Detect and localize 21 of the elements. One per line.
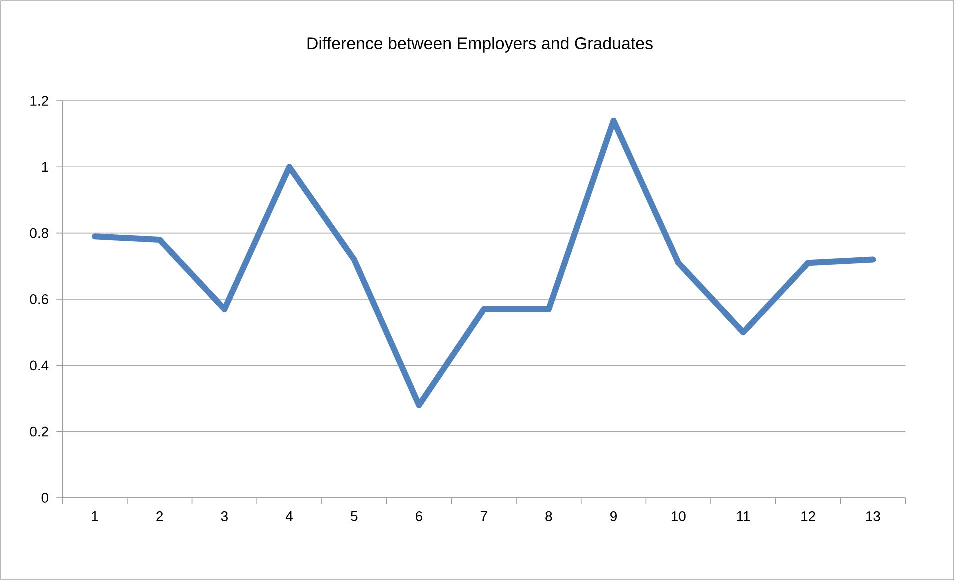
chart-title: Difference between Employers and Graduates [308,37,653,53]
x-tick-label: 2 [156,512,164,522]
x-tick-label: 9 [610,512,617,522]
x-tick-label: 6 [416,512,422,522]
x-tick-label: 7 [480,512,488,522]
y-tick-label: 0.6 [30,294,48,304]
y-tick-label: 0.8 [30,228,48,238]
y-tick-label: 0 [42,493,49,503]
x-tick-label: 10 [672,512,686,522]
y-tick-label: 1 [42,162,48,172]
x-tick-label: 13 [866,512,880,522]
x-tick-label: 1 [92,512,98,522]
y-tick-label: 1.2 [30,96,48,106]
y-tick-label: 0.2 [30,426,48,437]
y-tick-label: 0.4 [30,360,49,371]
x-tick-label: 12 [802,512,816,522]
x-tick-label: 3 [221,512,228,522]
x-tick-label: 8 [546,512,552,522]
x-tick-label: 5 [351,512,358,522]
x-tick-label: 11 [737,512,750,522]
x-tick-label: 4 [286,512,294,522]
